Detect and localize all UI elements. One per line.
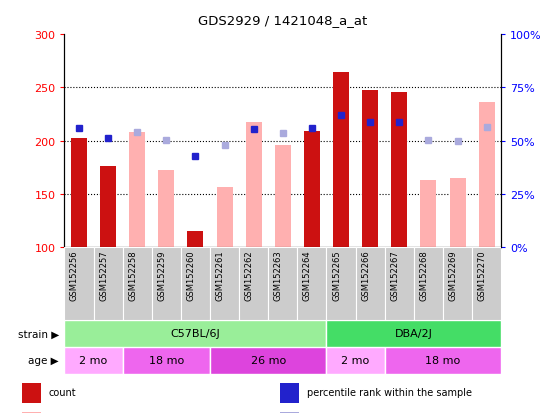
- Text: GSM152263: GSM152263: [274, 250, 283, 301]
- Bar: [304, 132, 320, 248]
- Text: 2 mo: 2 mo: [80, 355, 108, 366]
- Bar: [450, 179, 465, 248]
- Text: strain ▶: strain ▶: [17, 328, 59, 339]
- Bar: [152, 248, 181, 320]
- Text: 18 mo: 18 mo: [426, 355, 460, 366]
- Bar: [210, 248, 239, 320]
- Bar: [326, 248, 356, 320]
- Bar: [297, 248, 326, 320]
- Bar: [217, 187, 232, 248]
- Bar: [64, 347, 123, 374]
- Bar: [326, 320, 501, 347]
- Text: 18 mo: 18 mo: [149, 355, 184, 366]
- Bar: [275, 146, 291, 248]
- Bar: [64, 320, 326, 347]
- Bar: [22, 383, 41, 404]
- Text: 26 mo: 26 mo: [251, 355, 286, 366]
- Text: GSM152258: GSM152258: [128, 250, 137, 301]
- Bar: [421, 181, 436, 248]
- Bar: [181, 248, 210, 320]
- Bar: [188, 232, 203, 248]
- Bar: [472, 248, 501, 320]
- Text: GSM152262: GSM152262: [245, 250, 254, 301]
- Bar: [210, 347, 326, 374]
- Text: GSM152261: GSM152261: [216, 250, 225, 301]
- Bar: [333, 72, 349, 248]
- Text: GSM152257: GSM152257: [99, 250, 108, 301]
- Bar: [280, 412, 299, 413]
- Bar: [239, 248, 268, 320]
- Bar: [129, 133, 145, 248]
- Text: GSM152256: GSM152256: [70, 250, 79, 301]
- Bar: [356, 248, 385, 320]
- Bar: [385, 248, 414, 320]
- Text: GSM152259: GSM152259: [157, 250, 166, 300]
- Text: GSM152269: GSM152269: [449, 250, 458, 301]
- Bar: [326, 347, 385, 374]
- Bar: [22, 412, 41, 413]
- Text: 2 mo: 2 mo: [342, 355, 370, 366]
- Bar: [362, 90, 378, 248]
- Bar: [100, 167, 116, 248]
- Text: GSM152270: GSM152270: [478, 250, 487, 301]
- Bar: [414, 248, 443, 320]
- Bar: [268, 248, 297, 320]
- Bar: [123, 248, 152, 320]
- Bar: [123, 347, 210, 374]
- Bar: [246, 122, 262, 248]
- Bar: [71, 138, 87, 248]
- Bar: [391, 93, 407, 248]
- Text: GSM152264: GSM152264: [303, 250, 312, 301]
- Text: GSM152265: GSM152265: [332, 250, 341, 301]
- Text: percentile rank within the sample: percentile rank within the sample: [307, 387, 472, 397]
- Text: GSM152267: GSM152267: [390, 250, 399, 301]
- Bar: [385, 347, 501, 374]
- Bar: [280, 383, 299, 404]
- Bar: [94, 248, 123, 320]
- Bar: [479, 103, 494, 248]
- Text: GSM152266: GSM152266: [361, 250, 370, 301]
- Text: count: count: [49, 387, 77, 397]
- Text: GSM152268: GSM152268: [419, 250, 428, 301]
- Bar: [64, 248, 94, 320]
- Text: age ▶: age ▶: [28, 355, 59, 366]
- Text: GDS2929 / 1421048_a_at: GDS2929 / 1421048_a_at: [198, 14, 367, 27]
- Text: DBA/2J: DBA/2J: [395, 328, 433, 339]
- Bar: [158, 170, 174, 248]
- Text: C57BL/6J: C57BL/6J: [171, 328, 220, 339]
- Bar: [443, 248, 472, 320]
- Text: GSM152260: GSM152260: [186, 250, 195, 301]
